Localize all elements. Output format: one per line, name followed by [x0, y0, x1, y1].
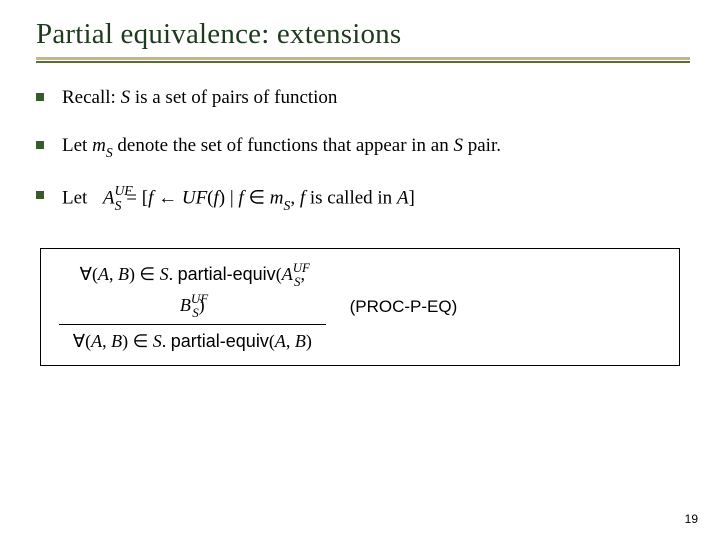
b3-A2: A	[397, 187, 409, 208]
b3-A: A	[103, 187, 115, 208]
r-A-sub: S	[294, 274, 300, 289]
r-A-sup: UF	[293, 260, 310, 275]
slide-title: Partial equivalence: extensions	[36, 18, 690, 51]
rule-name-label: (PROC-P-EQ)	[350, 297, 458, 317]
r-B-sub: S	[192, 305, 198, 320]
bullet-3-text: Let AUFS = [f ← UF(f) | f ∈ mS, f is cal…	[62, 183, 690, 214]
b2-mid: denote the set of functions that appear …	[113, 135, 454, 156]
b3-A-sup: UF	[114, 183, 132, 198]
r-pe1: partial-equiv	[178, 264, 276, 284]
r-B2b: B	[295, 331, 306, 351]
r-pe2: partial-equiv	[171, 331, 269, 351]
r-A1: A	[98, 264, 109, 284]
b1-S: S	[121, 87, 131, 108]
bullet-3: Let AUFS = [f ← UF(f) | f ∈ mS, f is cal…	[36, 183, 690, 214]
rule-premise: ∀(A, B) ∈ S. partial-equiv(AUFS, BUFS)	[59, 259, 326, 325]
r-in2: ) ∈	[122, 331, 153, 351]
r-A2b: A	[275, 331, 286, 351]
b3-tail: is called in	[305, 187, 397, 208]
rule-conclusion: ∀(A, B) ∈ S. partial-equiv(A, B)	[59, 325, 326, 355]
b2-post: pair.	[463, 135, 501, 156]
page-number: 19	[685, 512, 698, 526]
b2-m: m	[92, 135, 106, 156]
b3-close: ]	[409, 187, 415, 208]
bullet-marker-icon	[36, 191, 44, 199]
b3-m2-sub: S	[284, 198, 291, 213]
bullet-1: Recall: S is a set of pairs of function	[36, 85, 690, 111]
b2-S2: S	[454, 135, 464, 156]
b2-pre: Let	[62, 135, 92, 156]
inference-fraction: ∀(A, B) ∈ S. partial-equiv(AUFS, BUFS) ∀…	[59, 259, 326, 355]
bullet-1-text: Recall: S is a set of pairs of function	[62, 85, 690, 111]
r-A2: A	[91, 331, 102, 351]
bullet-2: Let mS denote the set of functions that …	[36, 133, 690, 161]
bullet-list: Recall: S is a set of pairs of function …	[36, 85, 690, 214]
bullet-2-text: Let mS denote the set of functions that …	[62, 133, 690, 161]
slide-container: Partial equivalence: extensions Recall: …	[0, 0, 720, 540]
r-in1: ) ∈	[129, 264, 160, 284]
b3-comma: ,	[290, 187, 300, 208]
r-forall-1: ∀(	[80, 264, 98, 284]
r-B-sup: UF	[191, 291, 208, 306]
r-S2: S	[153, 331, 162, 351]
inference-rule-math: ∀(A, B) ∈ S. partial-equiv(AUFS, BUFS) ∀…	[59, 259, 326, 355]
title-underline-outer	[36, 57, 690, 60]
r-S1: S	[160, 264, 169, 284]
r-A1b: A	[282, 264, 293, 284]
b3-m2: m	[270, 187, 284, 208]
b1-pre: Recall:	[62, 87, 121, 108]
b3-A-sub: S	[115, 198, 122, 213]
title-underline-inner	[36, 61, 690, 63]
r-rp2: )	[306, 331, 312, 351]
b2-sub: S	[106, 145, 113, 160]
r-c1b: ,	[102, 331, 111, 351]
b3-UF: UF	[182, 187, 207, 208]
r-B1: B	[118, 264, 129, 284]
bullet-marker-icon	[36, 93, 44, 101]
r-B2: B	[111, 331, 122, 351]
r-forall-2: ∀(	[73, 331, 91, 351]
b3-in: ∈	[244, 187, 270, 208]
b3-bar: |	[225, 187, 238, 208]
b1-post: is a set of pairs of function	[130, 87, 337, 108]
r-c1a: ,	[109, 264, 118, 284]
b3-arrow: ←	[153, 187, 182, 208]
inference-rule-box: ∀(A, B) ∈ S. partial-equiv(AUFS, BUFS) ∀…	[40, 248, 680, 366]
r-dot2: .	[162, 331, 171, 351]
r-c2b: ,	[286, 331, 295, 351]
b3-pre: Let	[62, 187, 92, 208]
bullet-marker-icon	[36, 141, 44, 149]
title-block: Partial equivalence: extensions	[36, 18, 690, 63]
r-B1b: B	[180, 295, 191, 315]
r-dot1: .	[169, 264, 178, 284]
